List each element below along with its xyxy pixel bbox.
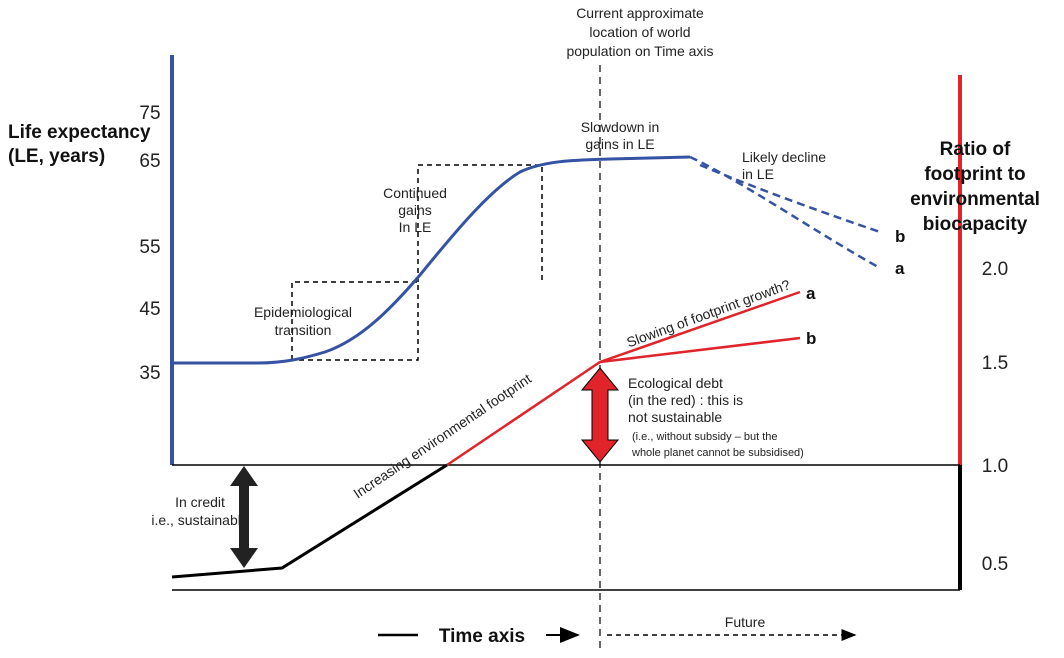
left-tick-label: 35 [139, 363, 160, 384]
branch-label: b [806, 329, 816, 348]
time-axis-label: Time axis [439, 626, 525, 647]
annotation: gains [398, 202, 431, 218]
annotation: Ecological debt [628, 375, 723, 391]
annotation: whole planet cannot be subsidised) [631, 447, 804, 459]
annotation: Epidemiological [254, 304, 352, 320]
rotated-label: Increasing environmental footprint [350, 370, 534, 501]
right-tick-label: 1.0 [982, 456, 1008, 477]
annotation: Likely decline [742, 149, 826, 165]
branch-label: a [895, 259, 905, 278]
right-tick-label: 0.5 [982, 554, 1008, 575]
structure [170, 55, 962, 650]
branch-label: a [806, 284, 816, 303]
annotation: Continued [383, 185, 447, 201]
right-tick-label: 1.5 [982, 353, 1008, 374]
top-note: population on Time axis [566, 43, 713, 59]
annotation: (i.e., without subsidy – but the [632, 431, 778, 443]
annotation: not sustainable [628, 409, 722, 425]
top-note: location of world [589, 24, 690, 40]
annotation: in LE [742, 166, 774, 182]
left-axis-title: Life expectancy [8, 122, 151, 143]
left-axis-title: (LE, years) [8, 146, 105, 167]
right-axis-title: Ratio of [940, 139, 1011, 160]
annotation: transition [275, 322, 332, 338]
right-axis-title: footprint to [924, 164, 1025, 185]
top-note: Current approximate [576, 5, 704, 21]
annotation: In LE [399, 219, 432, 235]
annotation: gains in LE [585, 136, 654, 152]
branch-label: b [895, 227, 905, 246]
rotated-label: Slowing of footprint growth? [624, 276, 792, 350]
annotation: In credit [175, 494, 225, 510]
right-axis-title: environmental [910, 189, 1040, 210]
right-tick-label: 2.0 [982, 259, 1008, 280]
annotation: Slowdown in [581, 119, 660, 135]
left-tick-label: 45 [139, 299, 160, 320]
left-tick-label: 55 [139, 237, 160, 258]
right-axis-title: biocapacity [923, 214, 1028, 235]
left-tick-label: 75 [139, 103, 160, 124]
annotation: (in the red) : this is [628, 392, 743, 408]
left-tick-label: 65 [139, 151, 160, 172]
future-label: Future [725, 614, 766, 630]
annotation: i.e., sustainable [151, 512, 248, 528]
